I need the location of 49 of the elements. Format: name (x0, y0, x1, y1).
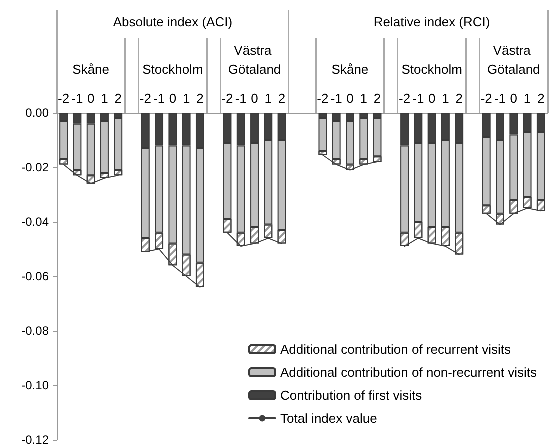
x-tick-label: 2 (114, 91, 122, 106)
legend-label: Additional contribution of non-recurrent visits (280, 365, 538, 380)
x-tick-label: 1 (360, 91, 368, 106)
x-tick-label: 0 (169, 91, 177, 106)
y-tick-label: -0.02 (22, 160, 50, 174)
x-tick-label: 2 (374, 91, 382, 106)
text: Stockholm (402, 62, 462, 77)
x-tick-label: 1 (524, 91, 532, 106)
x-tick-label: -1 (154, 91, 166, 106)
text: Västra Götaland (228, 43, 282, 77)
x-tick-label: 1 (264, 91, 272, 106)
x-tick-label: 0 (510, 91, 518, 106)
text: Relative index (RCI) (374, 14, 490, 30)
x-tick-label: -1 (72, 91, 84, 106)
x-tick-label: -2 (222, 91, 234, 106)
x-tick-label: 1 (101, 91, 108, 106)
x-tick-label: 0 (251, 91, 258, 106)
text: Absolute index (ACI) (113, 14, 233, 30)
x-tick-label: -1 (330, 91, 342, 106)
x-tick-label: 0 (428, 91, 436, 106)
x-tick-label: -2 (140, 91, 152, 106)
text: Västra Götaland (488, 43, 540, 77)
y-tick-label: 0.00 (26, 106, 50, 120)
legend-label: Total index value (280, 411, 378, 426)
text: Skåne (332, 62, 369, 77)
y-tick-label: -0.10 (22, 378, 50, 392)
x-tick-label: 2 (456, 91, 463, 106)
x-tick-label: -2 (399, 91, 411, 106)
x-tick-label: -1 (235, 91, 247, 106)
x-tick-label: 0 (346, 91, 354, 106)
y-tick-label: -0.12 (22, 433, 50, 447)
y-tick-label: -0.08 (22, 324, 50, 338)
x-tick-label: 2 (196, 91, 204, 106)
x-tick-label: 0 (87, 91, 95, 106)
y-tick-label: -0.04 (22, 215, 50, 229)
text: Skåne (72, 62, 110, 77)
legend-label: Additional contribution of recurrent visits (280, 342, 512, 357)
x-tick-label: -2 (480, 91, 492, 106)
y-tick-label: -0.06 (22, 270, 50, 284)
x-tick-label: 2 (538, 91, 545, 106)
x-tick-label: -1 (412, 91, 424, 106)
x-tick-label: -1 (494, 91, 506, 106)
x-tick-label: -2 (58, 91, 70, 106)
x-tick-label: 1 (442, 91, 450, 106)
x-tick-label: -2 (317, 91, 329, 106)
x-tick-label: 2 (278, 91, 286, 106)
x-tick-label: 1 (182, 91, 190, 106)
text: Stockholm (142, 62, 204, 77)
legend-label: Contribution of first visits (280, 388, 423, 403)
